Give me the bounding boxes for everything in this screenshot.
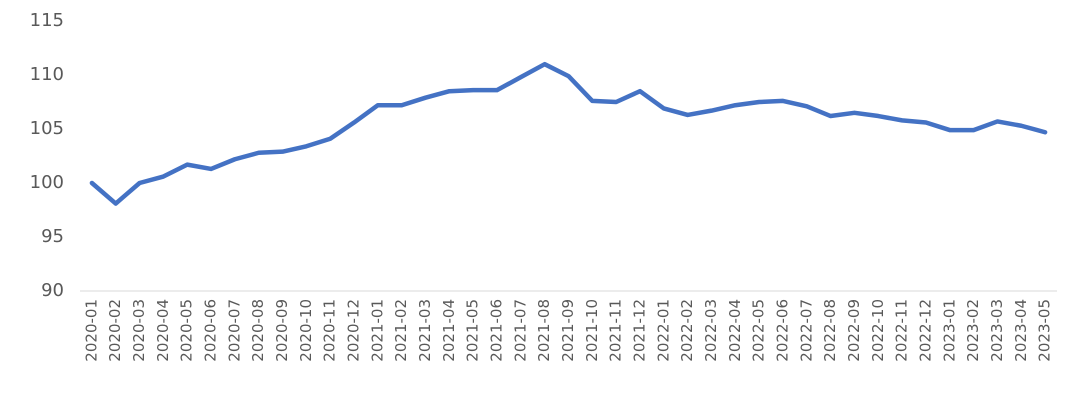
x-tick-label: 2023-03 (988, 299, 1006, 362)
x-tick-label: 2020-02 (106, 299, 124, 362)
x-tick-label: 2020-09 (273, 299, 291, 362)
x-tick-label: 2021-12 (630, 299, 648, 362)
x-tick-label: 2023-01 (940, 299, 958, 362)
x-tick-label: 2021-10 (583, 299, 601, 362)
x-tick-label: 2022-12 (916, 299, 934, 362)
x-tick-label: 2023-05 (1036, 299, 1054, 362)
x-tick-label: 2020-10 (297, 299, 315, 362)
y-tick-label: 95 (41, 226, 64, 247)
x-tick-label: 2022-10 (869, 299, 887, 362)
x-tick-label: 2020-08 (249, 299, 267, 362)
x-tick-label: 2022-07 (797, 299, 815, 362)
x-tick-label: 2021-02 (392, 299, 410, 362)
y-tick-label: 90 (41, 280, 64, 301)
x-tick-label: 2020-07 (225, 299, 243, 362)
data-line (89, 61, 1048, 206)
x-tick-label: 2022-02 (678, 299, 696, 362)
y-tick-label: 100 (30, 172, 64, 193)
x-tick-label: 2021-01 (368, 299, 386, 362)
x-tick-label: 2021-09 (559, 299, 577, 362)
x-tick-label: 2023-02 (964, 299, 982, 362)
x-tick-label: 2022-03 (702, 299, 720, 362)
x-tick-label: 2020-01 (82, 299, 100, 362)
x-tick-label: 2023-04 (1012, 299, 1030, 362)
x-tick-label: 2020-04 (154, 299, 172, 362)
x-tick-label: 2021-07 (511, 299, 529, 362)
x-tick-label: 2020-11 (321, 299, 339, 362)
x-tick-label: 2022-04 (726, 299, 744, 362)
x-tick-label: 2021-03 (416, 299, 434, 362)
y-tick-label: 110 (30, 64, 64, 85)
x-tick-label: 2020-03 (130, 299, 148, 362)
x-tick-label: 2022-01 (654, 299, 672, 362)
x-tick-label: 2020-06 (202, 299, 220, 362)
y-tick-label: 105 (30, 118, 64, 139)
x-tick-label: 2022-06 (773, 299, 791, 362)
y-tick-label: 115 (30, 10, 64, 31)
x-tick-label: 2022-11 (893, 299, 911, 362)
x-tick-label: 2021-06 (488, 299, 506, 362)
x-tick-label: 2020-05 (178, 299, 196, 362)
x-tick-label: 2021-04 (440, 299, 458, 362)
x-tick-label: 2022-05 (750, 299, 768, 362)
x-tick-label: 2022-09 (845, 299, 863, 362)
x-tick-label: 2021-05 (464, 299, 482, 362)
x-tick-label: 2020-12 (345, 299, 363, 362)
x-tick-label: 2022-08 (821, 299, 839, 362)
x-tick-label: 2021-11 (607, 299, 625, 362)
x-tick-label: 2021-08 (535, 299, 553, 362)
